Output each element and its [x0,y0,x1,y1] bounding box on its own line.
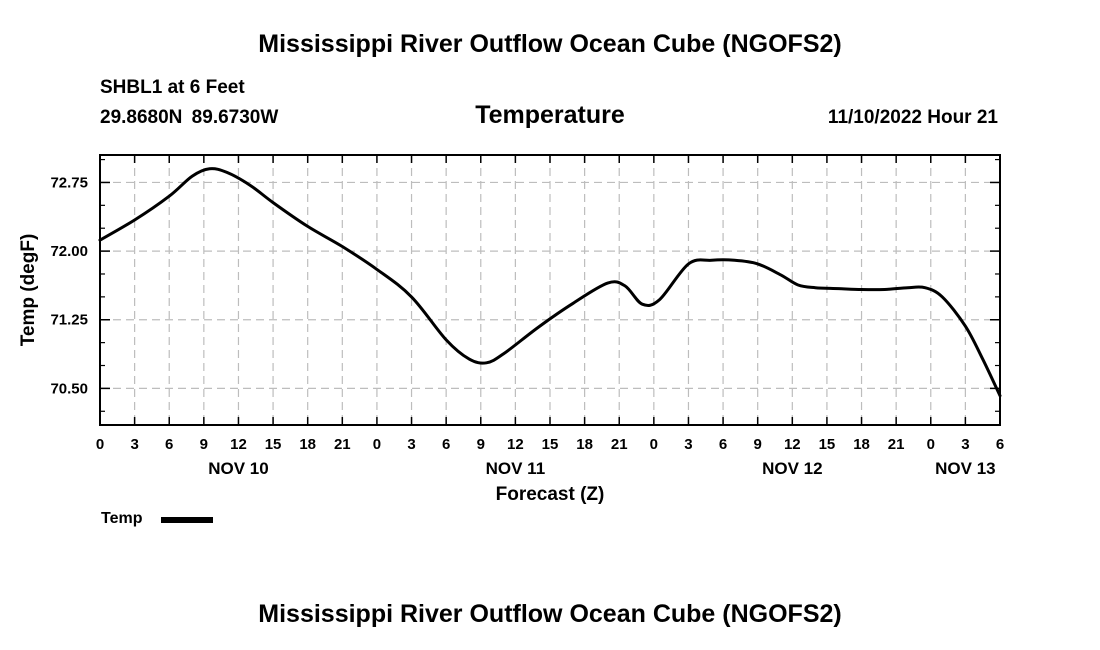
legend-swatch [161,517,213,523]
x-tick-label: 3 [961,436,969,453]
y-tick-label: 72.75 [50,174,88,191]
legend-label: Temp [101,510,143,527]
x-tick-label: 12 [784,436,801,453]
datetime-label: 11/10/2022 Hour 21 [827,107,998,128]
x-tick-label: 21 [334,436,351,453]
x-tick-label: 9 [754,436,762,453]
y-tick-label: 72.00 [50,243,88,260]
x-tick-label: 9 [477,436,485,453]
x-day-label: NOV 12 [762,459,822,478]
x-axis: 0 3 6 9 12 15 18 21 0 3 6 9 12 15 18 21 0 3 6 9 12 15 18 21 0 3 6N… [96,155,1004,478]
series-layer [98,167,1002,398]
x-tick-label: 18 [853,436,870,453]
x-tick-label: 9 [200,436,208,453]
x-tick-label: 0 [927,436,935,453]
x-tick-label: 21 [611,436,628,453]
parameter-title: Temperature [475,101,625,129]
x-tick-label: 3 [684,436,692,453]
x-tick-label: 6 [165,436,173,453]
station-label: SHBL1 at 6 Feet [100,77,245,98]
y-tick-label: 71.25 [50,312,88,329]
x-tick-label: 3 [407,436,415,453]
x-day-label: NOV 10 [208,459,268,478]
x-tick-label: 0 [650,436,658,453]
y-axis-label: Temp (degF) [18,234,39,347]
x-tick-label: 21 [888,436,905,453]
x-tick-label: 3 [130,436,138,453]
x-tick-label: 15 [542,436,559,453]
x-tick-label: 15 [265,436,282,453]
x-tick-label: 12 [507,436,524,453]
x-tick-label: 18 [299,436,316,453]
x-tick-label: 6 [442,436,450,453]
series-line-temp [98,167,1002,398]
x-tick-label: 12 [230,436,247,453]
x-axis-label: Forecast (Z) [496,484,605,505]
x-tick-label: 15 [819,436,836,453]
x-day-label: NOV 13 [935,459,995,478]
y-tick-label: 70.50 [50,380,88,397]
chart-title: Mississippi River Outflow Ocean Cube (NG… [258,30,842,58]
x-tick-label: 6 [996,436,1004,453]
x-tick-label: 0 [96,436,104,453]
x-tick-label: 6 [719,436,727,453]
coordinates-label: 29.8680N 89.6730W [100,107,279,128]
x-tick-label: 0 [373,436,381,453]
grid [100,155,1000,425]
chart-title-bottom: Mississippi River Outflow Ocean Cube (NG… [258,600,842,628]
x-tick-label: 18 [576,436,593,453]
y-axis: 70.50 71.25 72.00 72.75 [50,174,1000,397]
x-day-label: NOV 11 [486,459,546,478]
